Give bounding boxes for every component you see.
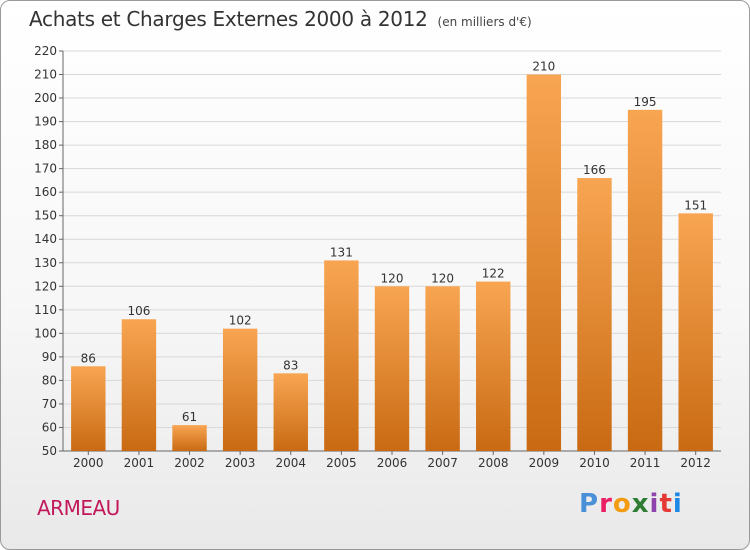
chart-title: Achats et Charges Externes 2000 à 2012 (e… bbox=[29, 7, 532, 31]
bars bbox=[71, 74, 713, 451]
bar-2003 bbox=[222, 328, 258, 451]
value-label: 131 bbox=[330, 245, 353, 259]
commune-name: ARMEAU bbox=[37, 496, 120, 520]
logo-letter: t bbox=[659, 489, 673, 519]
x-tick-label: 2008 bbox=[478, 456, 509, 470]
x-tick-label: 2005 bbox=[326, 456, 357, 470]
x-tick-label: 2012 bbox=[680, 456, 711, 470]
chart-subtitle: (en milliers d'€) bbox=[437, 15, 532, 29]
logo-letter: o bbox=[612, 489, 632, 519]
y-tick-label: 180 bbox=[34, 138, 57, 152]
bar-2010 bbox=[577, 178, 612, 451]
x-tick-label: 2003 bbox=[225, 456, 256, 470]
bar-2011 bbox=[627, 109, 663, 451]
y-tick-label: 190 bbox=[34, 115, 57, 129]
y-tick-label: 170 bbox=[34, 162, 57, 176]
x-tick-label: 2009 bbox=[529, 456, 560, 470]
value-label: 61 bbox=[182, 410, 197, 424]
logo-letter: P bbox=[579, 489, 600, 519]
logo-letter: i bbox=[649, 489, 660, 519]
logo-letter: r bbox=[599, 489, 613, 519]
x-tick-label: 2001 bbox=[124, 456, 155, 470]
x-tick-label: 2010 bbox=[579, 456, 610, 470]
bar-2004 bbox=[273, 373, 308, 451]
value-label: 83 bbox=[283, 358, 298, 372]
y-tick-label: 60 bbox=[42, 420, 57, 434]
y-tick-label: 210 bbox=[34, 68, 57, 82]
x-tick-label: 2011 bbox=[630, 456, 661, 470]
y-tick-label: 50 bbox=[42, 444, 57, 458]
y-tick-label: 110 bbox=[34, 303, 57, 317]
value-labels: 86 106 61 102 83 131 120 120 122 210 166 195 151 bbox=[81, 60, 707, 425]
y-tick-label: 80 bbox=[42, 373, 57, 387]
bar-2005 bbox=[324, 260, 359, 451]
value-label: 106 bbox=[127, 304, 150, 318]
y-tick-label: 100 bbox=[34, 326, 57, 340]
bar-2007 bbox=[425, 286, 460, 451]
proxiti-logo[interactable]: Proxiti bbox=[579, 489, 683, 519]
bar-2012 bbox=[678, 213, 713, 451]
y-tick-label: 150 bbox=[34, 209, 57, 223]
bar-2009 bbox=[526, 74, 562, 451]
value-label: 122 bbox=[482, 267, 505, 281]
y-tick-label: 220 bbox=[34, 44, 57, 58]
bar-2008 bbox=[476, 281, 511, 451]
y-tick-label: 120 bbox=[34, 279, 57, 293]
x-tick-label: 2006 bbox=[377, 456, 408, 470]
value-label: 210 bbox=[532, 60, 555, 74]
y-tick-label: 130 bbox=[34, 256, 57, 270]
y-tick-label: 140 bbox=[34, 232, 57, 246]
bar-2000 bbox=[71, 366, 106, 451]
value-label: 86 bbox=[81, 351, 96, 365]
bar-2002 bbox=[172, 425, 207, 451]
x-tick-label: 2002 bbox=[174, 456, 205, 470]
logo-letter: x bbox=[631, 489, 650, 519]
value-label: 120 bbox=[381, 271, 404, 285]
value-label: 166 bbox=[583, 163, 606, 177]
y-tick-label: 200 bbox=[34, 91, 57, 105]
bar-2001 bbox=[121, 319, 157, 451]
y-tick-label: 70 bbox=[42, 397, 57, 411]
logo-letter: i bbox=[672, 489, 683, 519]
x-tick-label: 2000 bbox=[73, 456, 104, 470]
y-tick-label: 90 bbox=[42, 350, 57, 364]
chart-title-text: Achats et Charges Externes 2000 à 2012 bbox=[29, 7, 428, 31]
value-label: 195 bbox=[634, 95, 657, 109]
value-label: 151 bbox=[684, 198, 707, 212]
value-label: 120 bbox=[431, 271, 454, 285]
y-tick-label: 160 bbox=[34, 185, 57, 199]
x-tick-label: 2007 bbox=[427, 456, 458, 470]
value-label: 102 bbox=[229, 314, 252, 328]
bar-2006 bbox=[374, 286, 410, 451]
x-tick-label: 2004 bbox=[275, 456, 306, 470]
